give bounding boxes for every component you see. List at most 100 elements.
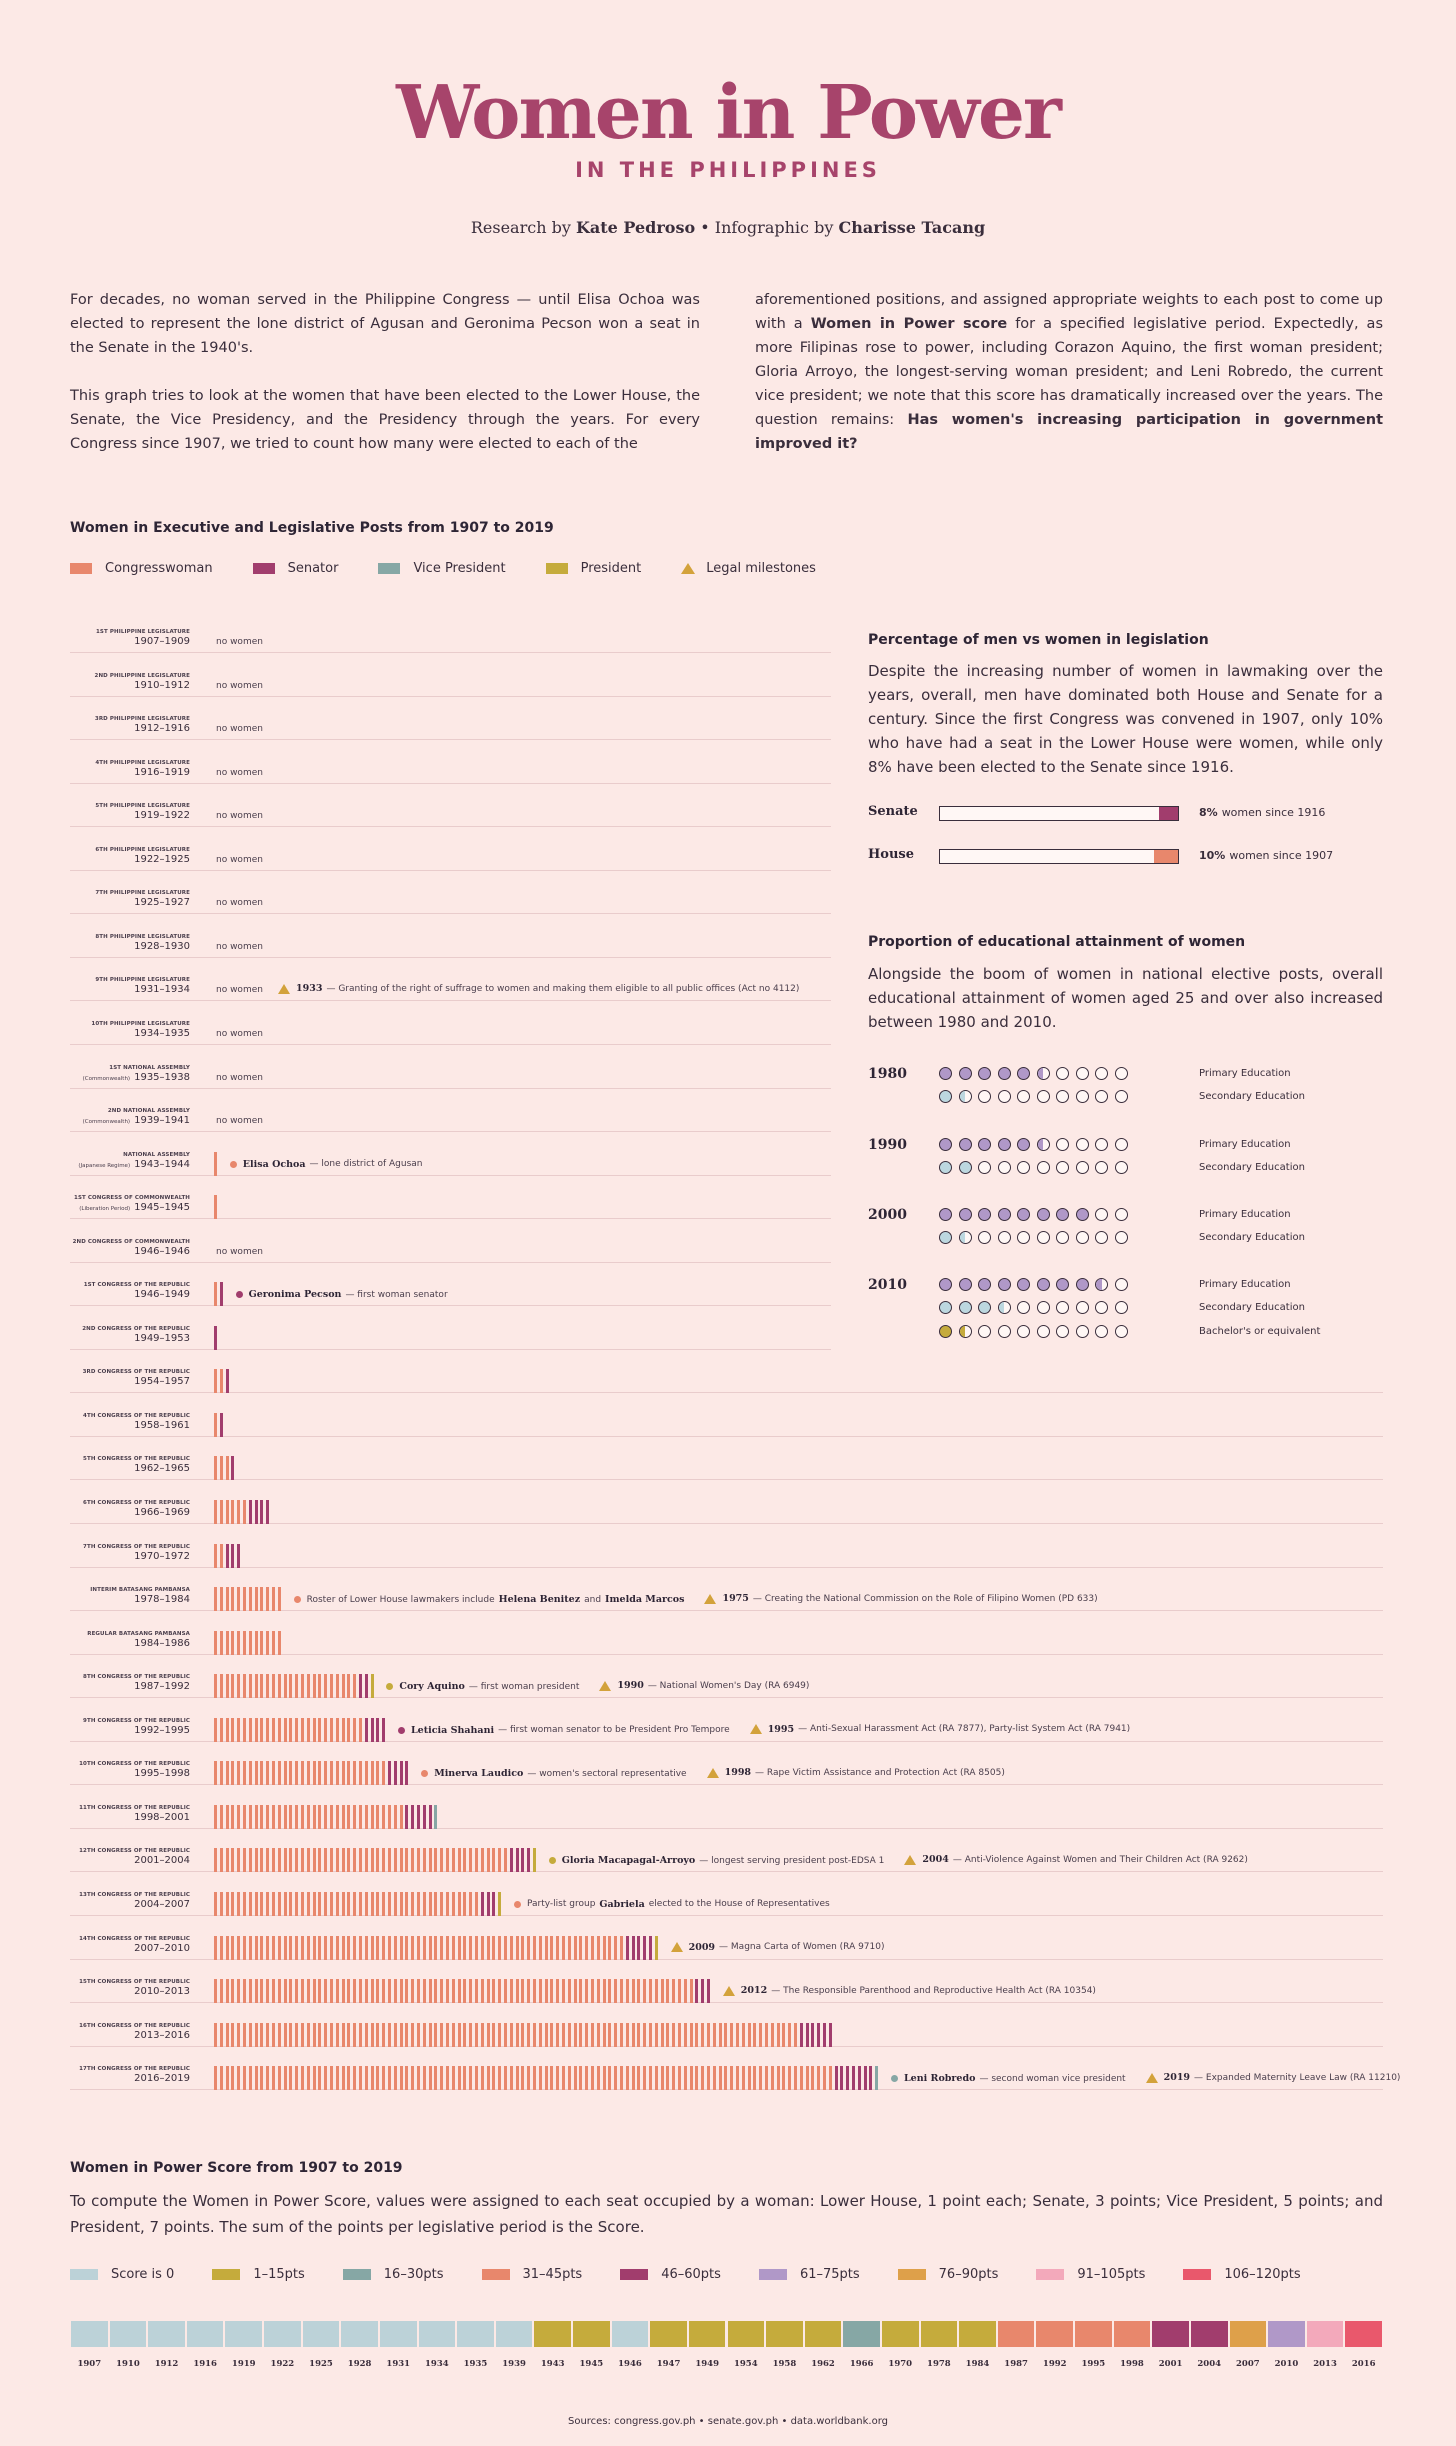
score-year-label: 1928: [347, 2359, 372, 2369]
post-bar: [770, 2066, 774, 2091]
post-bar: [649, 2022, 652, 2047]
post-bar: [370, 1674, 374, 1699]
post-bar: [585, 2066, 589, 2091]
post-bar: [527, 1979, 531, 2004]
post-bar: [243, 1630, 246, 1655]
post-bar: [428, 1979, 432, 2004]
edu-circle: [939, 1324, 952, 1338]
score-cell: [1190, 2321, 1228, 2347]
post-bar: [475, 1848, 478, 1873]
post-bar: [730, 2022, 734, 2047]
post-bar: [475, 2022, 478, 2047]
post-bar: [231, 1979, 235, 2004]
post-bar: [364, 1761, 368, 1786]
post-bar: [359, 1848, 362, 1873]
score-title: Women in Power Score from 1907 to 2019: [70, 2160, 403, 2176]
post-bar: [254, 1761, 258, 1786]
legend-item: Congresswoman: [70, 561, 213, 576]
no-women-label: no women: [216, 985, 263, 996]
annotation-name: Leni Robredo: [904, 2073, 976, 2085]
post-bar: [370, 1804, 374, 1829]
edu-circle: [997, 1324, 1011, 1338]
post-bar: [614, 1935, 618, 1960]
post-bar: [498, 1848, 502, 1873]
annotation-text: — second woman vice president: [979, 2073, 1126, 2084]
post-bar: [353, 1804, 357, 1829]
person-annotation: Roster of Lower House lawmakers include H…: [293, 1594, 684, 1605]
row-label-name: 8th Congress of the Republic: [83, 1674, 190, 1681]
post-bar: [260, 1761, 264, 1786]
score-legend-item: 76–90pts: [897, 2267, 998, 2282]
score-year-label: 2013: [1313, 2359, 1337, 2369]
post-bar: [260, 1717, 264, 1742]
milestone-triangle-icon: [904, 1854, 917, 1865]
milestone-annotation: 2004— Anti-Violence Against Women and Th…: [904, 1854, 1248, 1865]
post-bar: [219, 1369, 223, 1394]
post-bar: [301, 1848, 304, 1873]
post-bar: [370, 1848, 374, 1873]
post-bar: [440, 1891, 444, 1916]
edu-circle: [1075, 1301, 1089, 1315]
score-cell: [341, 2321, 378, 2347]
post-bar: [434, 1935, 438, 1960]
row-divider: [70, 1435, 1383, 1437]
post-bar: [324, 1717, 328, 1742]
post-bar: [364, 1935, 368, 1960]
post-bar: [225, 1979, 229, 2004]
post-bar: [393, 1979, 397, 2004]
row-label-name: 6th Congress of the Republic: [83, 1500, 190, 1506]
post-bar: [237, 1500, 241, 1524]
post-bar: [399, 2022, 403, 2047]
score-cell: [109, 2321, 147, 2347]
post-bar: [457, 1935, 461, 1960]
post-bar: [480, 2022, 484, 2047]
row-label-years: 1907–1909: [134, 636, 190, 647]
post-bar: [486, 1848, 490, 1873]
post-bar: [248, 1979, 252, 2004]
post-bar: [214, 1412, 217, 1437]
post-bar: [312, 1804, 316, 1829]
score-year-label: 1998: [1120, 2359, 1144, 2369]
row-label-years: 1998–2001: [134, 1811, 190, 1823]
pct-bar-fill: [1154, 850, 1178, 863]
edu-row-label: Primary Education: [1199, 1279, 1291, 1290]
post-bar: [248, 1717, 252, 1742]
milestone-triangle-icon: [722, 1985, 735, 1996]
post-bar: [451, 1979, 455, 2004]
row-label-years: 1912–1916: [134, 723, 190, 735]
post-bar: [248, 1848, 252, 1873]
post-bar: [324, 1848, 328, 1873]
edu-circle: [1036, 1161, 1050, 1175]
post-bar: [312, 1935, 316, 1960]
post-bar: [509, 2022, 513, 2047]
milestone-annotation: 1990— National Women's Day (RA 6949): [599, 1680, 809, 1691]
row-label-years: 1949–1953: [134, 1332, 190, 1344]
post-bar: [248, 1500, 252, 1524]
edu-circle: [997, 1301, 1011, 1315]
score-legend-item: 106–120pts: [1183, 2267, 1301, 2282]
post-bar: [399, 1935, 403, 1960]
post-bar: [504, 1935, 507, 1960]
score-text: To compute the Women in Power Score, val…: [70, 2192, 1383, 2236]
post-bar: [277, 1804, 281, 1829]
edu-circle: [1017, 1324, 1030, 1338]
post-bar: [399, 1848, 403, 1873]
post-bar: [254, 1674, 258, 1699]
post-bar: [562, 2022, 565, 2047]
post-bar: [509, 1935, 513, 1960]
post-bar: [318, 1891, 322, 1916]
post-bar: [376, 1891, 380, 1916]
post-bar: [272, 2022, 275, 2047]
milestone-text: — Rape Victim Assistance and Protection …: [755, 1767, 1005, 1778]
post-bar: [504, 1979, 507, 2004]
edu-year-label: 2000: [868, 1207, 907, 1223]
post-bar: [440, 2066, 444, 2091]
post-bar: [405, 1935, 409, 1960]
edu-circle: [997, 1161, 1011, 1175]
post-bar: [318, 1848, 322, 1873]
post-bar: [318, 1804, 322, 1829]
post-bar: [579, 2022, 583, 2047]
edu-circle: [1036, 1138, 1050, 1151]
post-bar: [347, 1848, 351, 1873]
edu-circle-half: [1037, 1139, 1043, 1150]
